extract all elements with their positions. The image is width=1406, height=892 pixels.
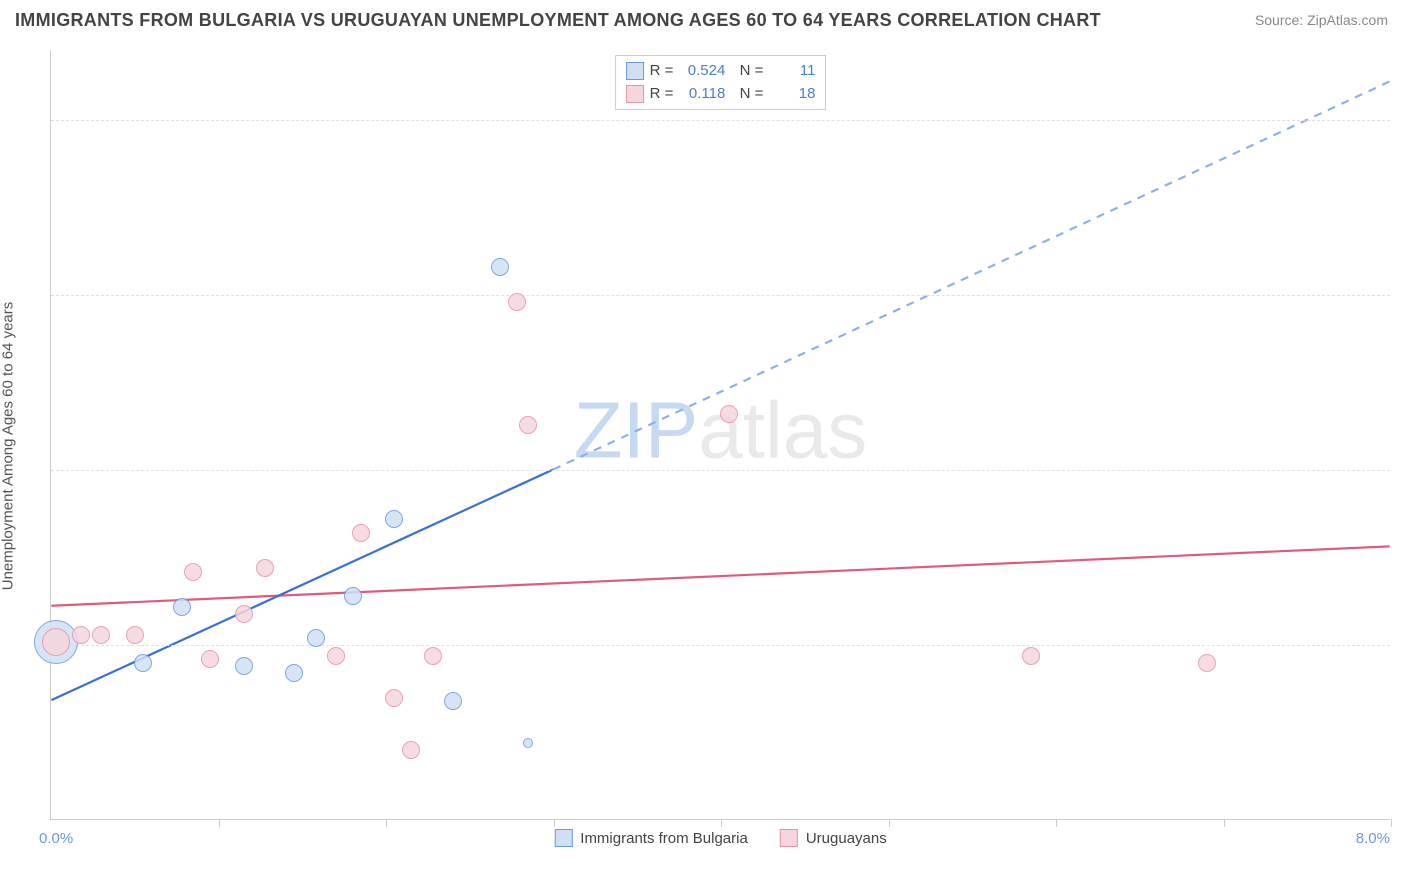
watermark: ZIPatlas: [574, 384, 867, 476]
x-tick-label-first: 0.0%: [39, 830, 73, 847]
y-tick-label: 10.0%: [1395, 462, 1406, 479]
data-point-uruguayans: [235, 605, 253, 623]
stats-row-bulgaria: R = 0.524 N = 11: [626, 60, 816, 83]
legend-swatch-uruguayans: [780, 829, 798, 847]
gridline-h: [51, 470, 1390, 471]
stat-label-n: N =: [731, 60, 763, 83]
swatch-uruguayans: [626, 85, 644, 103]
swatch-bulgaria: [626, 62, 644, 80]
trend-lines-svg: [51, 50, 1390, 819]
legend-swatch-bulgaria: [554, 829, 572, 847]
stat-label-n: N =: [731, 83, 763, 106]
x-tick: [1224, 819, 1225, 827]
legend-label-uruguayans: Uruguayans: [806, 830, 887, 847]
gridline-h: [51, 120, 1390, 121]
source-attribution: Source: ZipAtlas.com: [1255, 12, 1388, 28]
data-point-bulgaria: [444, 692, 462, 710]
y-tick-label: 20.0%: [1395, 112, 1406, 129]
data-point-bulgaria: [134, 654, 152, 672]
data-point-uruguayans: [1198, 654, 1216, 672]
data-point-uruguayans: [424, 647, 442, 665]
stat-n-bulgaria: 11: [769, 60, 815, 83]
gridline-h: [51, 645, 1390, 646]
y-tick-label: 5.0%: [1395, 637, 1406, 654]
x-tick: [889, 819, 890, 827]
watermark-part2: atlas: [698, 385, 867, 474]
x-tick: [386, 819, 387, 827]
data-point-bulgaria: [523, 738, 533, 748]
data-point-bulgaria: [307, 629, 325, 647]
plot-area: ZIPatlas R = 0.524 N = 11 R = 0.118 N = …: [50, 50, 1390, 820]
data-point-uruguayans: [720, 405, 738, 423]
x-tick: [554, 819, 555, 827]
data-point-uruguayans: [327, 647, 345, 665]
watermark-part1: ZIP: [574, 385, 698, 474]
data-point-bulgaria: [491, 258, 509, 276]
data-point-bulgaria: [285, 664, 303, 682]
data-point-uruguayans: [352, 524, 370, 542]
x-tick: [721, 819, 722, 827]
data-point-bulgaria: [344, 587, 362, 605]
data-point-uruguayans: [92, 626, 110, 644]
stats-row-uruguayans: R = 0.118 N = 18: [626, 83, 816, 106]
data-point-uruguayans: [126, 626, 144, 644]
stat-n-uruguayans: 18: [769, 83, 815, 106]
data-point-uruguayans: [519, 416, 537, 434]
y-tick-label: 15.0%: [1395, 287, 1406, 304]
stat-label-r: R =: [650, 83, 674, 106]
data-point-uruguayans: [256, 559, 274, 577]
stats-legend: R = 0.524 N = 11 R = 0.118 N = 18: [615, 55, 827, 110]
legend-item-uruguayans: Uruguayans: [780, 829, 887, 847]
data-point-uruguayans: [72, 626, 90, 644]
data-point-bulgaria: [173, 598, 191, 616]
stat-label-r: R =: [650, 60, 674, 83]
stat-r-uruguayans: 0.118: [679, 83, 725, 106]
x-tick: [219, 819, 220, 827]
x-tick: [1391, 819, 1392, 827]
data-point-uruguayans: [201, 650, 219, 668]
series-legend: Immigrants from Bulgaria Uruguayans: [554, 829, 886, 847]
y-axis-title: Unemployment Among Ages 60 to 64 years: [0, 302, 17, 591]
data-point-bulgaria: [385, 510, 403, 528]
gridline-h: [51, 295, 1390, 296]
data-point-uruguayans: [385, 689, 403, 707]
chart-title: IMMIGRANTS FROM BULGARIA VS URUGUAYAN UN…: [15, 10, 1101, 31]
data-point-uruguayans: [508, 293, 526, 311]
legend-label-bulgaria: Immigrants from Bulgaria: [580, 830, 748, 847]
data-point-bulgaria: [235, 657, 253, 675]
stat-r-bulgaria: 0.524: [679, 60, 725, 83]
data-point-uruguayans: [1022, 647, 1040, 665]
x-tick-label-last: 8.0%: [1356, 830, 1390, 847]
x-tick: [1056, 819, 1057, 827]
data-point-uruguayans: [184, 563, 202, 581]
data-point-uruguayans: [402, 741, 420, 759]
data-point-uruguayans: [42, 628, 70, 656]
legend-item-bulgaria: Immigrants from Bulgaria: [554, 829, 748, 847]
